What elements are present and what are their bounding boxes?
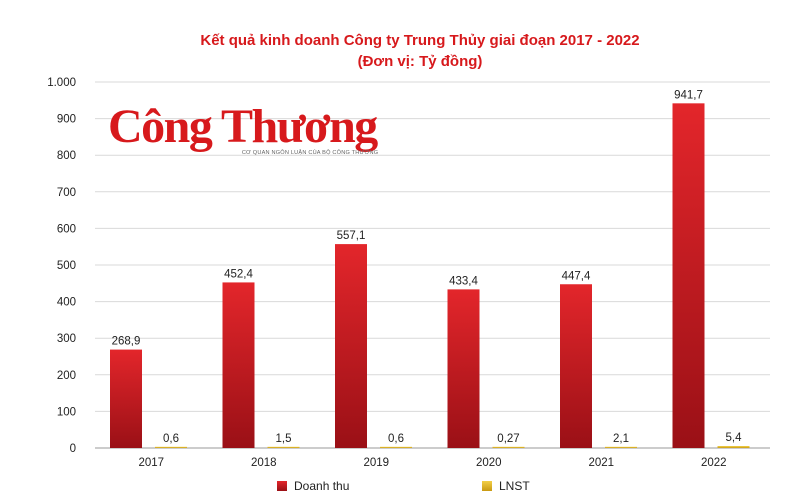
data-label-revenue: 557,1 [337, 230, 366, 242]
y-tick-label: 200 [57, 370, 76, 382]
legend-swatch-revenue [277, 481, 287, 491]
data-label-profit: 0,6 [388, 433, 404, 445]
bar-revenue [447, 289, 480, 448]
y-tick-label: 1.000 [47, 77, 76, 89]
y-tick-label: 800 [57, 150, 76, 162]
bar-revenue [672, 103, 705, 448]
bar-revenue [110, 349, 142, 448]
bar-profit [605, 446, 637, 448]
bar-profit [380, 446, 412, 448]
y-tick-label: 500 [57, 260, 76, 272]
x-tick-label: 2019 [363, 457, 389, 469]
bar-revenue [335, 244, 367, 448]
x-axis-ticks: 2017 2018 2019 2020 2021 2022 [138, 457, 726, 469]
y-tick-label: 300 [57, 333, 76, 345]
data-label-revenue: 941,7 [674, 89, 703, 101]
bar-revenue [222, 282, 255, 448]
bars [110, 103, 750, 448]
y-tick-label: 100 [57, 406, 76, 418]
publisher-logo: Công Thương CƠ QUAN NGÔN LUẬN CỦA BỘ CÔN… [108, 100, 380, 156]
bar-profit [155, 446, 187, 448]
data-label-revenue: 433,4 [449, 275, 478, 287]
y-tick-label: 900 [57, 114, 76, 126]
legend-label-profit: LNST [499, 479, 530, 493]
y-tick-label: 0 [70, 443, 76, 455]
legend: Doanh thu LNST [277, 479, 530, 493]
data-label-revenue: 268,9 [112, 336, 141, 348]
y-tick-label: 600 [57, 223, 76, 235]
data-label-profit: 0,27 [497, 433, 519, 445]
data-label-profit: 2,1 [613, 433, 629, 445]
y-tick-label: 400 [57, 297, 76, 309]
data-label-profit: 0,6 [163, 433, 179, 445]
x-tick-label: 2020 [476, 457, 502, 469]
y-tick-label: 700 [57, 187, 76, 199]
bar-profit [267, 446, 300, 448]
data-label-revenue: 452,4 [224, 268, 253, 280]
x-tick-label: 2022 [701, 457, 727, 469]
logo-tagline: CƠ QUAN NGÔN LUẬN CỦA BỘ CÔNG THƯƠNG [242, 149, 378, 156]
bar-revenue [560, 284, 592, 448]
bar-profit [717, 446, 750, 448]
logo-wordmark: Công Thương [108, 100, 378, 153]
data-labels: 268,9 0,6 452,4 1,5 557,1 0,6 433,4 0,27 447,4 2,… [112, 89, 742, 444]
x-tick-label: 2021 [588, 457, 614, 469]
data-label-profit: 1,5 [276, 433, 292, 445]
x-tick-label: 2018 [251, 457, 277, 469]
legend-label-revenue: Doanh thu [294, 479, 349, 493]
y-axis-ticks: 0 100 200 300 400 500 600 700 800 900 1.000 [47, 77, 76, 455]
chart-subtitle: (Đơn vị: Tỷ đồng) [358, 53, 483, 70]
legend-swatch-profit [482, 481, 492, 491]
gridlines [95, 81, 770, 449]
data-label-revenue: 447,4 [562, 270, 591, 282]
data-label-profit: 5,4 [726, 432, 743, 444]
chart-title: Kết quả kinh doanh Công ty Trung Thủy gi… [200, 32, 639, 49]
bar-profit [492, 446, 525, 448]
x-tick-label: 2017 [138, 457, 164, 469]
